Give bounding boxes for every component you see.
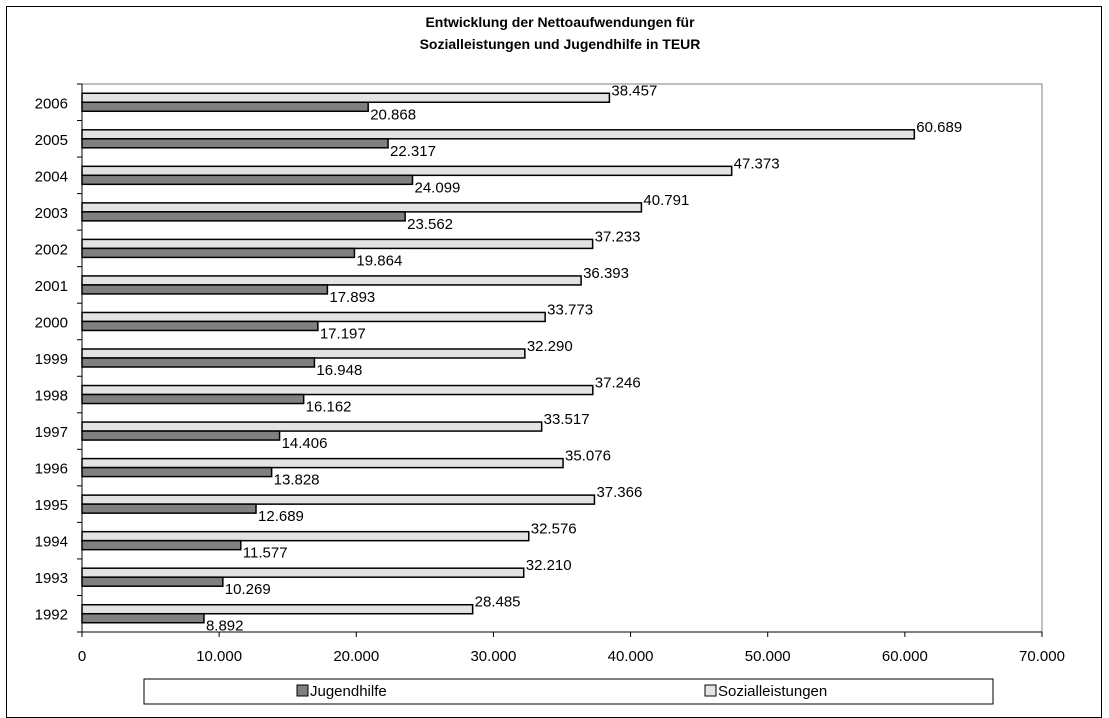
data-label-jugendhilfe-1997: 14.406 — [282, 435, 328, 452]
y-tick-label-2004: 2004 — [35, 168, 68, 185]
legend-swatch-sozialleistungen — [704, 684, 717, 697]
bar-sozialleistungen-1999 — [81, 348, 526, 359]
x-tick-label-6: 60.000 — [882, 648, 928, 665]
bar-sozialleistungen-2000 — [81, 311, 546, 323]
bar-jugendhilfe-1998 — [81, 393, 305, 405]
data-label-sozialleistungen-1996: 35.076 — [565, 448, 611, 465]
y-tick-label-1999: 1999 — [35, 351, 68, 368]
legend: Jugendhilfe Sozialleistungen — [143, 678, 994, 705]
x-tick-label-3: 30.000 — [470, 648, 516, 665]
bar-jugendhilfe-2004 — [81, 174, 414, 186]
data-label-jugendhilfe-2006: 20.868 — [370, 106, 416, 123]
data-label-sozialleistungen-2004: 47.373 — [734, 155, 780, 172]
bar-jugendhilfe-1994 — [81, 539, 242, 551]
bar-jugendhilfe-1996 — [81, 466, 273, 478]
data-label-sozialleistungen-2003: 40.791 — [643, 192, 689, 209]
x-tick-label-5: 50.000 — [745, 648, 791, 665]
bar-sozialleistungen-2004 — [81, 165, 733, 177]
bars-group: 28.485 8.892 32.210 10.269 32.576 11.577 37.36… — [81, 82, 962, 635]
data-label-jugendhilfe-2001: 17.893 — [329, 289, 375, 306]
y-tick-label-1996: 1996 — [35, 461, 68, 478]
x-tick-label-0: 0 — [78, 648, 86, 665]
y-tick-label-2001: 2001 — [35, 278, 68, 295]
y-tick-label-1995: 1995 — [35, 497, 68, 514]
bar-sozialleistungen-2005 — [81, 129, 916, 140]
y-tick-label-1994: 1994 — [35, 534, 68, 551]
data-label-jugendhilfe-1993: 10.269 — [225, 581, 271, 598]
data-label-jugendhilfe-2005: 22.317 — [390, 143, 436, 160]
data-label-sozialleistungen-1999: 32.290 — [527, 338, 573, 355]
bar-sozialleistungen-2006 — [81, 92, 611, 104]
bar-jugendhilfe-2003 — [81, 211, 406, 222]
bar-sozialleistungen-2003 — [81, 202, 643, 213]
bar-jugendhilfe-2005 — [81, 138, 389, 149]
x-tick-label-4: 40.000 — [608, 648, 654, 665]
bar-jugendhilfe-2001 — [81, 284, 329, 295]
y-tick-label-2003: 2003 — [35, 205, 68, 222]
chart-title: Entwicklung der Nettoaufwendungen für So… — [420, 14, 701, 52]
data-label-sozialleistungen-1994: 32.576 — [531, 521, 577, 538]
data-label-sozialleistungen-2001: 36.393 — [583, 265, 629, 282]
data-label-sozialleistungen-2000: 33.773 — [547, 301, 593, 318]
bar-sozialleistungen-1998 — [81, 384, 594, 396]
bar-jugendhilfe-1995 — [81, 503, 257, 514]
data-label-jugendhilfe-1999: 16.948 — [316, 362, 362, 379]
y-tick-label-2002: 2002 — [35, 241, 68, 258]
bar-jugendhilfe-1999 — [81, 357, 316, 368]
data-label-jugendhilfe-2004: 24.099 — [415, 179, 461, 196]
bar-sozialleistungen-1997 — [81, 421, 543, 432]
bar-jugendhilfe-1993 — [81, 576, 224, 587]
bar-jugendhilfe-2006 — [81, 101, 369, 113]
chart-title-line-2: Sozialleistungen und Jugendhilfe in TEUR — [420, 36, 701, 52]
data-label-sozialleistungen-1997: 33.517 — [544, 411, 590, 428]
bar-sozialleistungen-2001 — [81, 275, 582, 286]
bar-jugendhilfe-1997 — [81, 430, 281, 441]
y-tick-label-2006: 2006 — [35, 95, 68, 112]
data-label-sozialleistungen-2006: 38.457 — [611, 82, 657, 99]
y-tick-label-1998: 1998 — [35, 388, 68, 405]
data-label-jugendhilfe-1992: 8.892 — [206, 618, 244, 635]
y-tick-label-1993: 1993 — [35, 570, 68, 587]
data-label-sozialleistungen-1992: 28.485 — [475, 594, 521, 611]
legend-box — [143, 678, 994, 705]
bar-sozialleistungen-1996 — [81, 457, 564, 469]
bar-jugendhilfe-2002 — [81, 247, 356, 259]
data-label-jugendhilfe-1994: 11.577 — [243, 545, 288, 562]
data-label-jugendhilfe-2003: 23.562 — [407, 216, 453, 233]
data-label-jugendhilfe-1995: 12.689 — [258, 508, 304, 525]
x-tick-label-7: 70.000 — [1019, 648, 1065, 665]
x-tick-label-1: 10.000 — [196, 648, 242, 665]
data-label-jugendhilfe-2002: 19.864 — [356, 252, 402, 269]
bar-sozialleistungen-2002 — [81, 238, 594, 250]
data-label-sozialleistungen-1998: 37.246 — [595, 375, 641, 392]
data-label-sozialleistungen-1995: 37.366 — [596, 484, 642, 501]
chart-title-line-1: Entwicklung der Nettoaufwendungen für — [425, 14, 695, 30]
data-label-sozialleistungen-2002: 37.233 — [595, 228, 641, 245]
bar-sozialleistungen-1992 — [81, 603, 474, 615]
data-label-jugendhilfe-1996: 13.828 — [274, 472, 320, 489]
bar-jugendhilfe-1992 — [81, 612, 205, 624]
bar-sozialleistungen-1994 — [81, 530, 530, 542]
bar-sozialleistungen-1995 — [81, 494, 596, 505]
y-tick-label-2000: 2000 — [35, 314, 68, 331]
x-tick-label-2: 20.000 — [333, 648, 379, 665]
y-tick-label-1992: 1992 — [35, 607, 68, 624]
legend-swatch-jugendhilfe — [296, 684, 309, 697]
legend-label-jugendhilfe: Jugendhilfe — [310, 683, 387, 700]
data-label-jugendhilfe-2000: 17.197 — [320, 325, 366, 342]
bar-jugendhilfe-2000 — [81, 320, 319, 332]
bar-sozialleistungen-1993 — [81, 567, 525, 578]
axes-group: 1992 1993 1994 1995 1996 1997 1998 1999 2000 2001… — [35, 83, 1065, 665]
data-label-sozialleistungen-1993: 32.210 — [526, 557, 572, 574]
legend-label-sozialleistungen: Sozialleistungen — [718, 683, 827, 700]
y-tick-label-2005: 2005 — [35, 132, 68, 149]
y-tick-label-1997: 1997 — [35, 424, 68, 441]
data-label-jugendhilfe-1998: 16.162 — [306, 399, 352, 416]
data-label-sozialleistungen-2005: 60.689 — [916, 119, 962, 136]
